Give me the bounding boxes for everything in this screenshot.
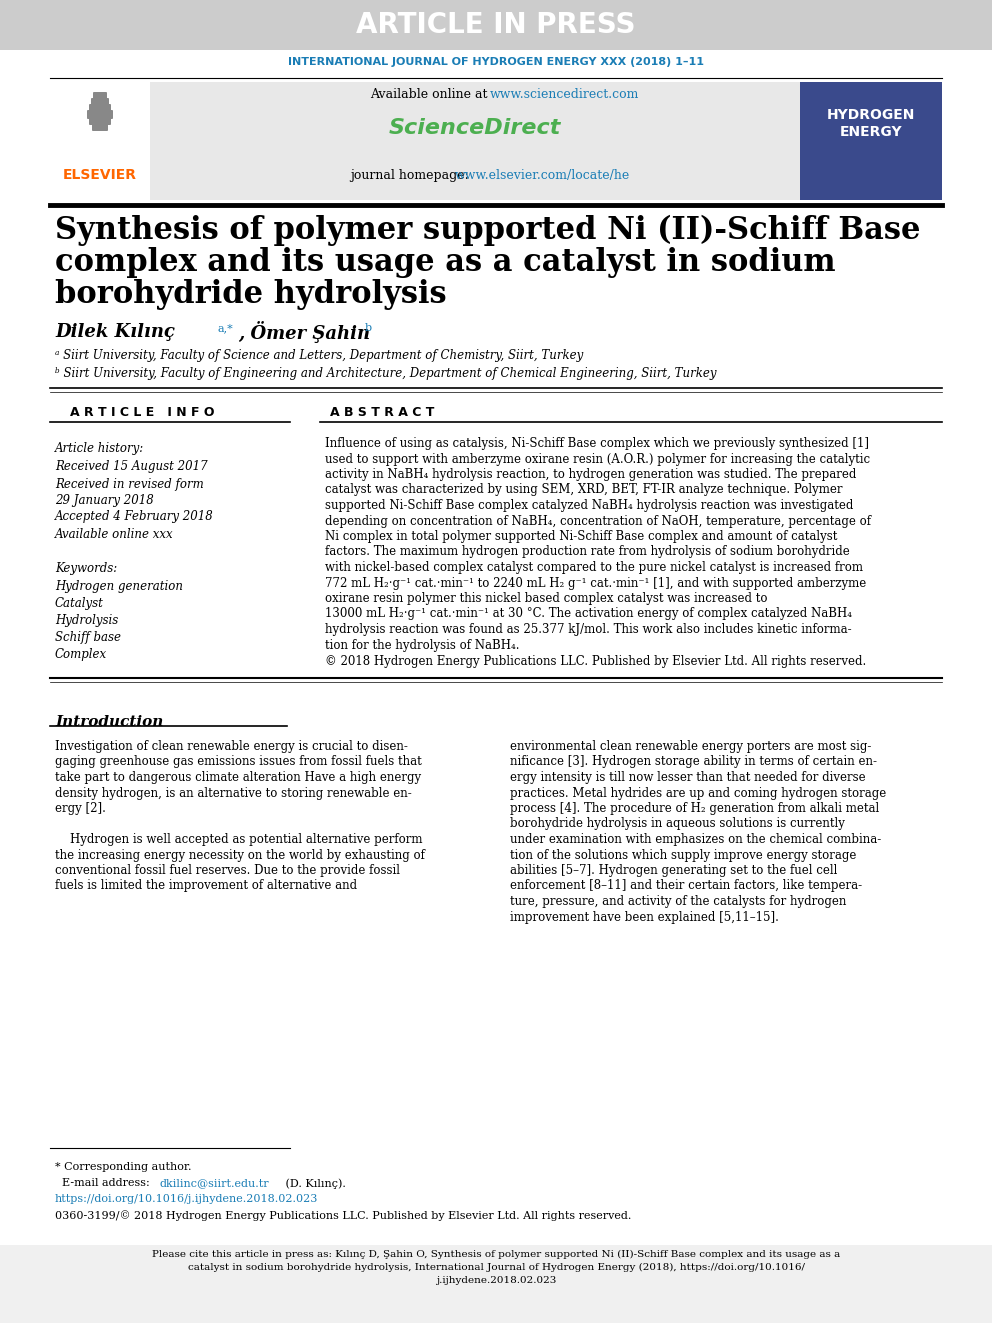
Text: oxirane resin polymer this nickel based complex catalyst was increased to: oxirane resin polymer this nickel based … (325, 591, 768, 605)
Text: 0360-3199/© 2018 Hydrogen Energy Publications LLC. Published by Elsevier Ltd. Al: 0360-3199/© 2018 Hydrogen Energy Publica… (55, 1211, 631, 1221)
FancyBboxPatch shape (0, 0, 992, 50)
Text: Hydrolysis: Hydrolysis (55, 614, 118, 627)
Text: https://doi.org/10.1016/j.ijhydene.2018.02.023: https://doi.org/10.1016/j.ijhydene.2018.… (55, 1193, 318, 1204)
Text: 13000 mL H₂·g⁻¹ cat.·min⁻¹ at 30 °C. The activation energy of complex catalyzed : 13000 mL H₂·g⁻¹ cat.·min⁻¹ at 30 °C. The… (325, 607, 852, 620)
FancyBboxPatch shape (150, 82, 800, 200)
Text: ᵇ Siirt University, Faculty of Engineering and Architecture, Department of Chemi: ᵇ Siirt University, Faculty of Engineeri… (55, 366, 716, 380)
FancyBboxPatch shape (89, 116, 111, 124)
Text: Synthesis of polymer supported Ni (II)-Schiff Base: Synthesis of polymer supported Ni (II)-S… (55, 214, 921, 246)
Text: HYDROGEN: HYDROGEN (826, 108, 916, 122)
FancyBboxPatch shape (0, 1245, 992, 1323)
FancyBboxPatch shape (87, 110, 113, 119)
Text: A B S T R A C T: A B S T R A C T (330, 406, 434, 418)
Text: INTERNATIONAL JOURNAL OF HYDROGEN ENERGY XXX (2018) 1–11: INTERNATIONAL JOURNAL OF HYDROGEN ENERGY… (288, 57, 704, 67)
Text: conventional fossil fuel reserves. Due to the provide fossil: conventional fossil fuel reserves. Due t… (55, 864, 400, 877)
Text: Available online xxx: Available online xxx (55, 528, 174, 541)
Text: improvement have been explained [5,11–15].: improvement have been explained [5,11–15… (510, 910, 779, 923)
Text: Investigation of clean renewable energy is crucial to disen-: Investigation of clean renewable energy … (55, 740, 408, 753)
Text: catalyst in sodium borohydride hydrolysis, International Journal of Hydrogen Ene: catalyst in sodium borohydride hydrolysi… (187, 1263, 805, 1273)
Text: depending on concentration of NaBH₄, concentration of NaOH, temperature, percent: depending on concentration of NaBH₄, con… (325, 515, 871, 528)
Text: under examination with emphasizes on the chemical combina-: under examination with emphasizes on the… (510, 833, 881, 845)
Text: Article history:: Article history: (55, 442, 144, 455)
Text: with nickel-based complex catalyst compared to the pure nickel catalyst is incre: with nickel-based complex catalyst compa… (325, 561, 863, 574)
Text: A R T I C L E   I N F O: A R T I C L E I N F O (70, 406, 214, 418)
Text: Received in revised form: Received in revised form (55, 478, 203, 491)
Text: Introduction: Introduction (55, 714, 164, 729)
Text: process [4]. The procedure of H₂ generation from alkali metal: process [4]. The procedure of H₂ generat… (510, 802, 879, 815)
Text: journal homepage:: journal homepage: (350, 168, 473, 181)
Text: a,*: a,* (218, 323, 234, 333)
Text: 29 January 2018: 29 January 2018 (55, 493, 154, 507)
Text: density hydrogen, is an alternative to storing renewable en-: density hydrogen, is an alternative to s… (55, 786, 412, 799)
Text: Ni complex in total polymer supported Ni-Schiff Base complex and amount of catal: Ni complex in total polymer supported Ni… (325, 531, 837, 542)
Text: Received 15 August 2017: Received 15 August 2017 (55, 460, 207, 474)
Text: ELSEVIER: ELSEVIER (63, 168, 137, 183)
Text: © 2018 Hydrogen Energy Publications LLC. Published by Elsevier Ltd. All rights r: © 2018 Hydrogen Energy Publications LLC.… (325, 655, 866, 668)
Text: Complex: Complex (55, 648, 107, 662)
Text: ergy [2].: ergy [2]. (55, 802, 106, 815)
Text: ture, pressure, and activity of the catalysts for hydrogen: ture, pressure, and activity of the cata… (510, 894, 846, 908)
Text: Influence of using as catalysis, Ni-Schiff Base complex which we previously synt: Influence of using as catalysis, Ni-Schi… (325, 437, 869, 450)
Text: Keywords:: Keywords: (55, 562, 117, 576)
Text: j.ijhydene.2018.02.023: j.ijhydene.2018.02.023 (435, 1275, 557, 1285)
Text: abilities [5–7]. Hydrogen generating set to the fuel cell: abilities [5–7]. Hydrogen generating set… (510, 864, 837, 877)
Text: nificance [3]. Hydrogen storage ability in terms of certain en-: nificance [3]. Hydrogen storage ability … (510, 755, 877, 769)
Text: Please cite this article in press as: Kılınç D, Şahin O, Synthesis of polymer su: Please cite this article in press as: Kı… (152, 1250, 840, 1259)
FancyBboxPatch shape (89, 105, 111, 112)
Text: Hydrogen is well accepted as potential alternative perform: Hydrogen is well accepted as potential a… (55, 833, 423, 845)
Text: Dilek Kılınç: Dilek Kılınç (55, 323, 182, 341)
Text: borohydride hydrolysis in aqueous solutions is currently: borohydride hydrolysis in aqueous soluti… (510, 818, 845, 831)
Text: environmental clean renewable energy porters are most sig-: environmental clean renewable energy por… (510, 740, 871, 753)
FancyBboxPatch shape (50, 82, 150, 200)
FancyBboxPatch shape (92, 122, 108, 131)
Text: take part to dangerous climate alteration Have a high energy: take part to dangerous climate alteratio… (55, 771, 422, 785)
Text: Schiff base: Schiff base (55, 631, 121, 644)
FancyBboxPatch shape (93, 93, 107, 101)
Text: catalyst was characterized by using SEM, XRD, BET, FT-IR analyze technique. Poly: catalyst was characterized by using SEM,… (325, 483, 842, 496)
Text: Hydrogen generation: Hydrogen generation (55, 579, 183, 593)
Text: tion of the solutions which supply improve energy storage: tion of the solutions which supply impro… (510, 848, 856, 861)
Text: tion for the hydrolysis of NaBH₄.: tion for the hydrolysis of NaBH₄. (325, 639, 520, 651)
Text: E-mail address:: E-mail address: (62, 1177, 153, 1188)
Text: used to support with amberzyme oxirane resin (A.O.R.) polymer for increasing the: used to support with amberzyme oxirane r… (325, 452, 870, 466)
Text: factors. The maximum hydrogen production rate from hydrolysis of sodium borohydr: factors. The maximum hydrogen production… (325, 545, 850, 558)
FancyBboxPatch shape (91, 98, 109, 107)
Text: the increasing energy necessity on the world by exhausting of: the increasing energy necessity on the w… (55, 848, 425, 861)
Text: , Ömer Şahin: , Ömer Şahin (238, 321, 376, 343)
Text: www.sciencedirect.com: www.sciencedirect.com (490, 89, 640, 102)
Text: fuels is limited the improvement of alternative and: fuels is limited the improvement of alte… (55, 880, 357, 893)
Text: Available online at: Available online at (370, 89, 491, 102)
Text: ᵃ Siirt University, Faculty of Science and Letters, Department of Chemistry, Sii: ᵃ Siirt University, Faculty of Science a… (55, 348, 583, 361)
Text: www.elsevier.com/locate/he: www.elsevier.com/locate/he (455, 168, 630, 181)
Text: ENERGY: ENERGY (839, 124, 903, 139)
Text: ergy intensity is till now lesser than that needed for diverse: ergy intensity is till now lesser than t… (510, 771, 866, 785)
Text: activity in NaBH₄ hydrolysis reaction, to hydrogen generation was studied. The p: activity in NaBH₄ hydrolysis reaction, t… (325, 468, 856, 482)
Text: Catalyst: Catalyst (55, 597, 104, 610)
Text: b: b (365, 323, 372, 333)
Text: ARTICLE IN PRESS: ARTICLE IN PRESS (356, 11, 636, 38)
Text: borohydride hydrolysis: borohydride hydrolysis (55, 279, 446, 310)
Text: gaging greenhouse gas emissions issues from fossil fuels that: gaging greenhouse gas emissions issues f… (55, 755, 422, 769)
Text: supported Ni-Schiff Base complex catalyzed NaBH₄ hydrolysis reaction was investi: supported Ni-Schiff Base complex catalyz… (325, 499, 853, 512)
Text: 772 mL H₂·g⁻¹ cat.·min⁻¹ to 2240 mL H₂ g⁻¹ cat.·min⁻¹ [1], and with supported am: 772 mL H₂·g⁻¹ cat.·min⁻¹ to 2240 mL H₂ g… (325, 577, 866, 590)
Text: ScienceDirect: ScienceDirect (389, 118, 561, 138)
Text: enforcement [8–11] and their certain factors, like tempera-: enforcement [8–11] and their certain fac… (510, 880, 862, 893)
Text: (D. Kılınç).: (D. Kılınç). (282, 1177, 346, 1188)
Text: practices. Metal hydrides are up and coming hydrogen storage: practices. Metal hydrides are up and com… (510, 786, 886, 799)
Text: Accepted 4 February 2018: Accepted 4 February 2018 (55, 509, 213, 523)
FancyBboxPatch shape (800, 82, 942, 200)
Text: complex and its usage as a catalyst in sodium: complex and its usage as a catalyst in s… (55, 246, 835, 278)
Text: * Corresponding author.: * Corresponding author. (55, 1162, 191, 1172)
Text: dkilinc@siirt.edu.tr: dkilinc@siirt.edu.tr (160, 1177, 270, 1188)
Text: hydrolysis reaction was found as 25.377 kJ/mol. This work also includes kinetic : hydrolysis reaction was found as 25.377 … (325, 623, 851, 636)
